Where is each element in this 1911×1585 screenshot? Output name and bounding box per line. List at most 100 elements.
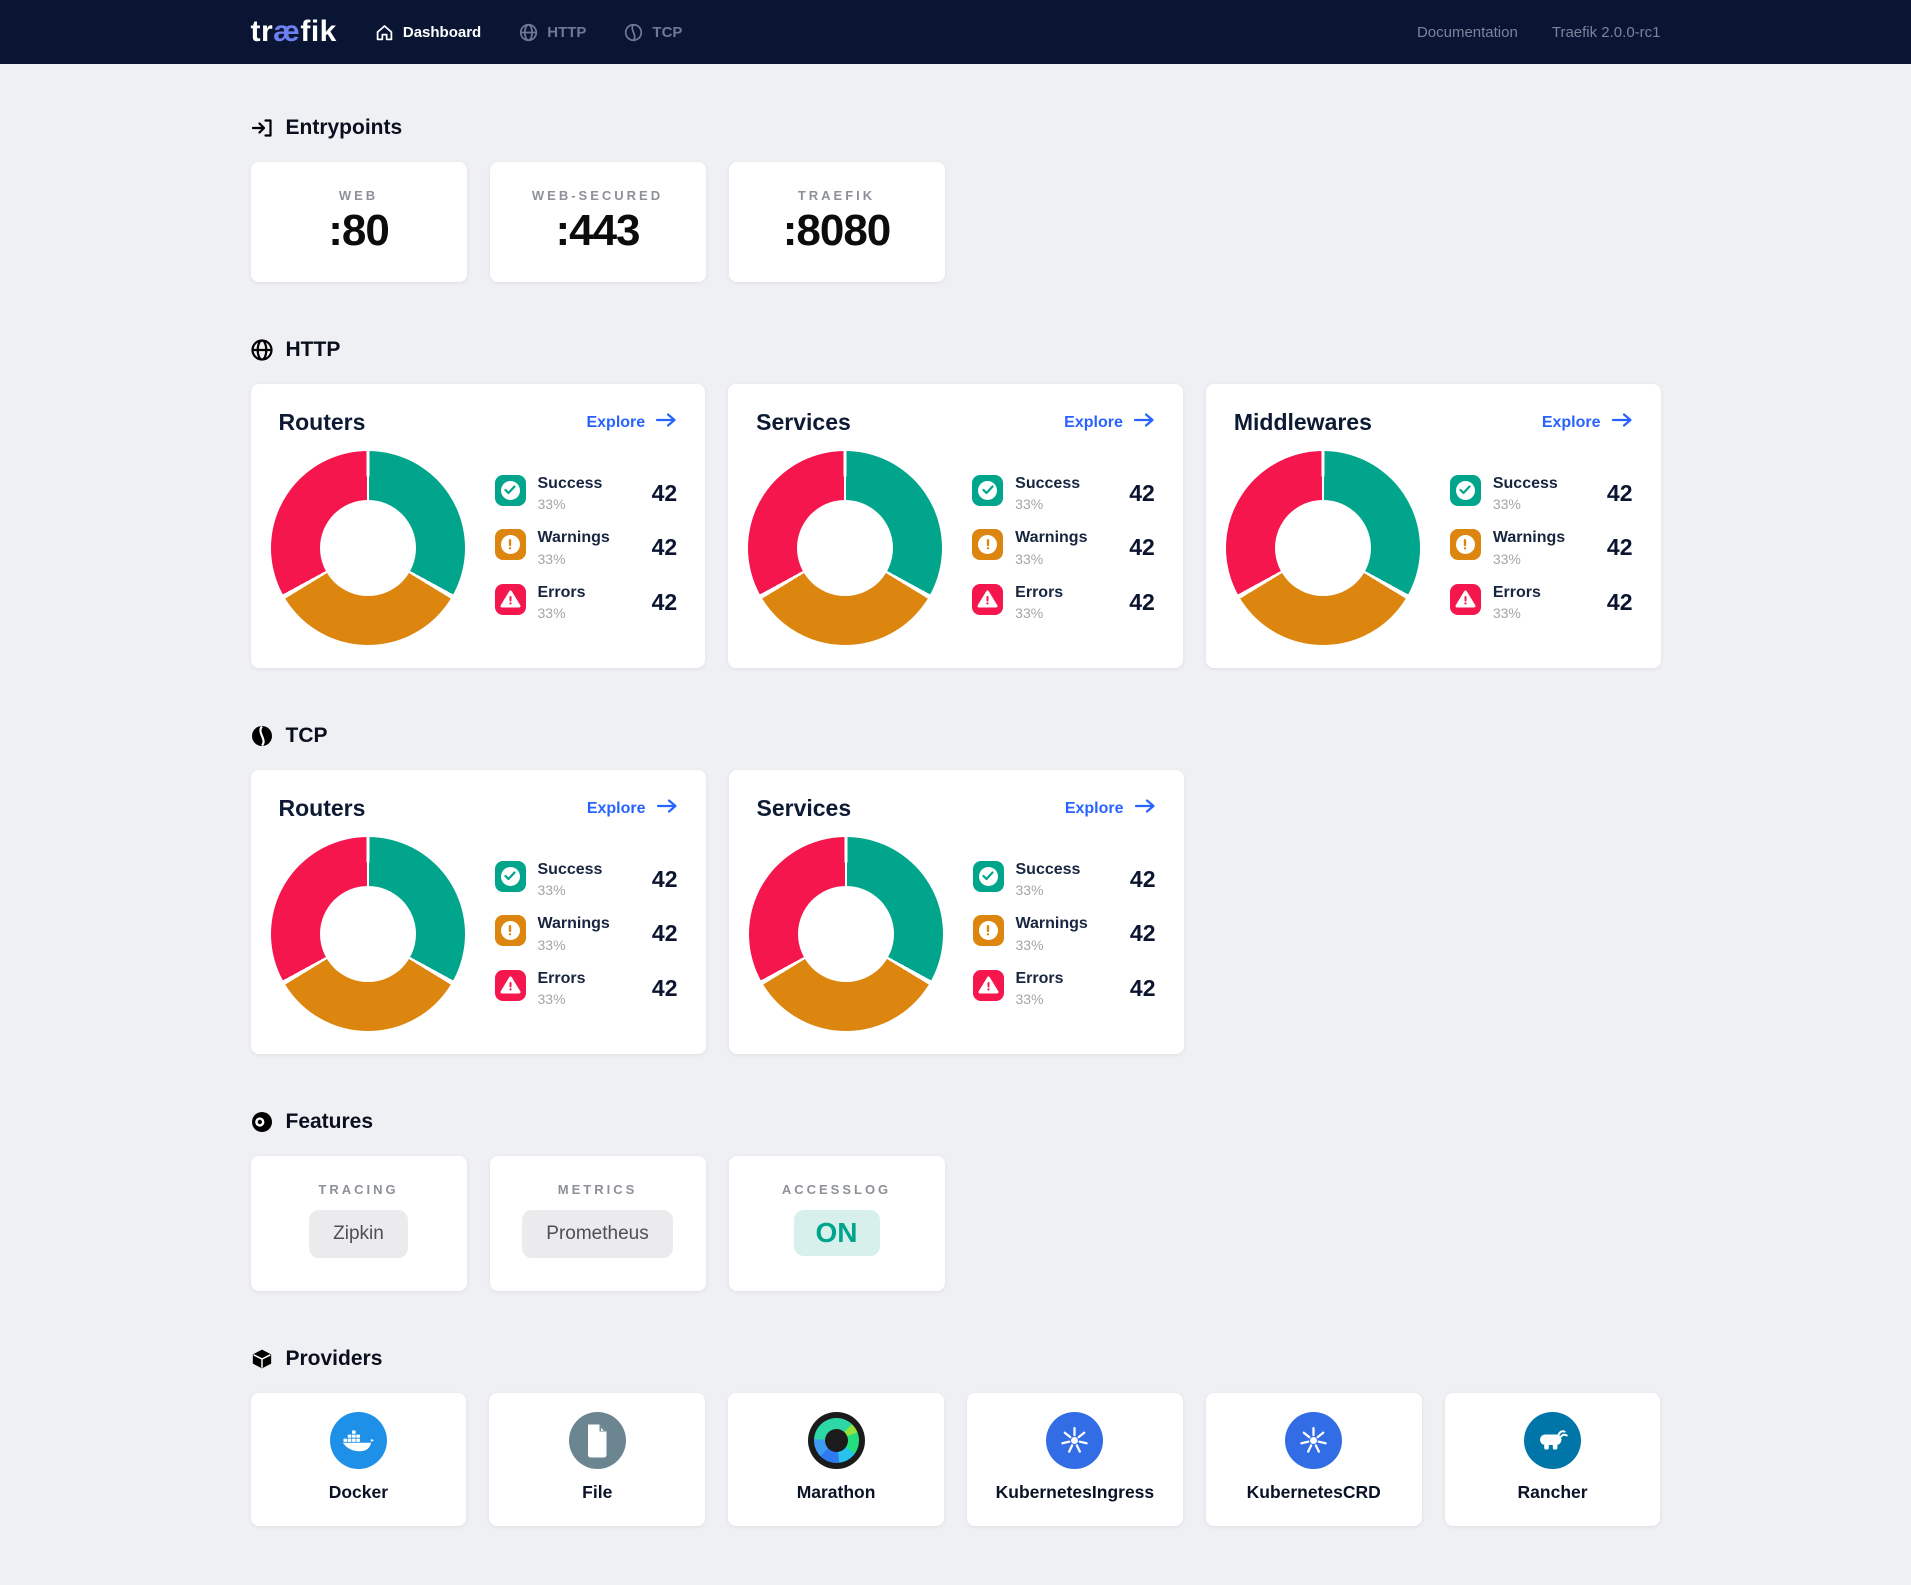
warning-icon [1449,529,1481,561]
legend-success-row: Success 33% 42 [494,474,677,512]
entrypoints-icon [251,117,273,139]
status-donut-chart [748,837,943,1031]
error-icon [972,583,1004,615]
http-heading: HTTP [250,338,1661,362]
status-legend: Success 33% 42 Warnings 33% 42 Errors 33% 4… [972,860,1156,1007]
warning-icon [494,529,526,561]
arrow-right-icon [656,798,678,819]
provider-label: Marathon [796,1482,876,1502]
explore-link[interactable]: Explore [1064,412,1155,433]
globe-icon [250,339,273,361]
entrypoint-card-web-secured: WEB-SECURED :443 [489,162,706,282]
feature-value-badge: Prometheus [522,1210,673,1258]
feature-label: TRACING [318,1182,399,1197]
logo-ae: æ [273,15,301,48]
status-donut-chart [748,451,943,645]
explore-link[interactable]: Explore [587,798,678,819]
provider-label: Docker [328,1482,389,1502]
explore-link[interactable]: Explore [586,412,677,433]
legend-errors-row: Errors 33% 42 [494,969,678,1007]
providers-cards: Docker File Marathon [250,1393,1661,1526]
warnings-count: 42 [651,534,678,561]
file-icon [568,1412,626,1469]
nav-item-label: Dashboard [402,23,482,41]
http-routers-card: Routers Explore Success 33% 42 [250,384,706,668]
section-http: HTTP Routers Explore Success 33% [250,338,1661,668]
globe-icon [519,23,538,42]
documentation-link[interactable]: Documentation [1416,23,1518,41]
docker-icon [329,1412,387,1469]
logo-text: tr [250,15,274,48]
entrypoint-card-web: WEB :80 [250,162,467,282]
kubernetes-icon [1285,1412,1343,1469]
nav-item-label: TCP [652,23,683,41]
marathon-icon [807,1412,865,1469]
entrypoint-port: :443 [555,206,640,255]
warnings-count: 42 [1606,534,1633,561]
traefik-logo[interactable]: træfik [251,15,337,49]
nav-item-dashboard[interactable]: Dashboard [375,23,481,42]
tcp-routers-card: Routers Explore Success 33% 42 [250,770,706,1054]
navbar-links: Documentation Traefik 2.0.0-rc1 [1417,24,1661,41]
section-features: Features TRACING Zipkin METRICS Promethe… [250,1110,1661,1291]
provider-label: KubernetesIngress [995,1482,1155,1502]
feature-card-accesslog: ACCESSLOG ON [728,1156,945,1291]
errors-count: 42 [1606,588,1633,615]
feature-card-tracing: TRACING Zipkin [250,1156,467,1291]
logo-text: fik [300,15,337,48]
arrow-right-icon [655,412,677,433]
success-icon [494,860,526,892]
section-tcp: TCP Routers Explore Success 33% [250,724,1661,1054]
provider-card-kubernetes-ingress: KubernetesIngress [966,1393,1183,1526]
legend-errors-row: Errors 33% 42 [972,583,1155,621]
status-donut-chart [1225,451,1420,645]
legend-success-row: Success 33% 42 [1449,474,1633,512]
status-donut-chart [270,451,465,645]
dashboard-content: Entrypoints WEB :80 WEB-SECURED :443 TRA… [250,116,1661,1526]
entrypoint-port: :8080 [782,206,892,255]
success-icon [972,860,1004,892]
nav-item-http[interactable]: HTTP [519,23,586,42]
provider-label: KubernetesCRD [1246,1482,1381,1502]
kubernetes-icon [1046,1412,1104,1469]
status-legend: Success 33% 42 Warnings 33% 42 Errors 33% 4… [494,860,678,1007]
section-title: Providers [285,1347,383,1370]
card-title: Routers [278,795,366,821]
nav-item-tcp[interactable]: TCP [624,23,682,42]
version-link[interactable]: Traefik 2.0.0-rc1 [1551,23,1661,41]
section-title: Entrypoints [285,116,403,139]
feature-on-badge: ON [793,1210,880,1256]
error-icon [494,583,526,615]
provider-card-docker: Docker [250,1393,467,1526]
success-count: 42 [1129,866,1156,893]
explore-link[interactable]: Explore [1065,798,1156,819]
success-icon [972,474,1004,506]
legend-warnings-row: Warnings 33% 42 [972,529,1155,567]
section-providers: Providers Docker [250,1347,1661,1526]
navbar-inner: træfik Dashboard HTTP TCP Documentation … [251,0,1661,64]
explore-link[interactable]: Explore [1542,412,1633,433]
legend-warnings-row: Warnings 33% 42 [494,529,678,567]
provider-card-kubernetes-crd: KubernetesCRD [1205,1393,1422,1526]
error-icon [1449,583,1481,615]
feature-value-badge: Zipkin [309,1210,408,1258]
providers-heading: Providers [251,1347,1661,1371]
card-title: Middlewares [1233,409,1372,435]
features-heading: Features [251,1110,1661,1134]
warning-icon [972,529,1004,561]
provider-label: Rancher [1517,1482,1588,1502]
arrow-right-icon [1133,412,1155,433]
entrypoint-card-traefik: TRAEFIK :8080 [728,162,945,282]
errors-count: 42 [651,974,678,1001]
section-title: HTTP [285,338,341,361]
card-title: Services [756,795,852,821]
success-icon [1449,474,1481,506]
entrypoint-label: WEB-SECURED [531,188,664,203]
card-title: Routers [278,409,366,435]
rancher-icon [1524,1412,1582,1469]
error-icon [972,969,1004,1001]
entrypoint-port: :80 [328,206,390,255]
warnings-count: 42 [1129,534,1155,561]
provider-card-rancher: Rancher [1444,1393,1661,1526]
legend-errors-row: Errors 33% 42 [494,583,677,621]
